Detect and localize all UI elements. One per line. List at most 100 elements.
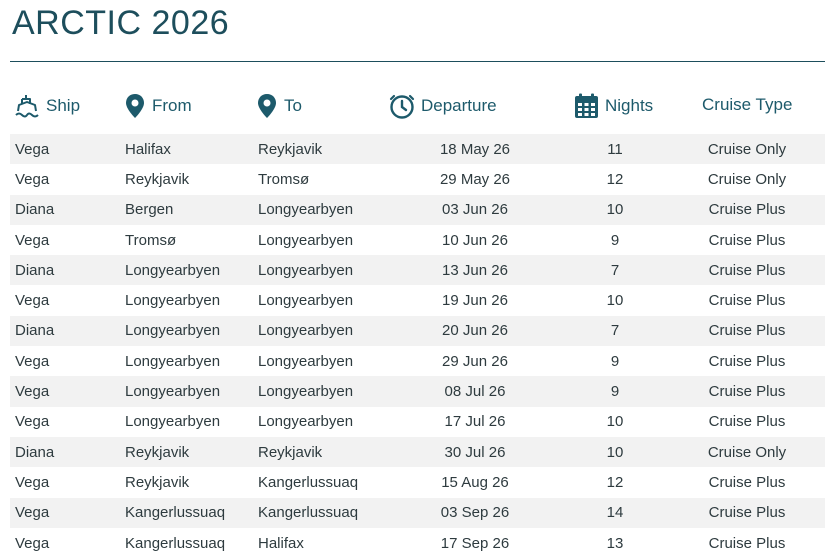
table-row[interactable]: Diana Reykjavik Reykjavik 30 Jul 26 10 Cruise… [10, 436, 825, 468]
cell-from: Longyearbyen [125, 352, 221, 370]
cell-departure: 29 Jun 26 [442, 352, 508, 370]
cell-from: Longyearbyen [125, 292, 221, 310]
cell-cruise-type: Cruise Plus [708, 352, 786, 370]
cell-from: Longyearbyen [125, 261, 221, 279]
table-row[interactable]: Vega Kangerlussuaq Halifax 17 Sep 26 13 Cruis… [10, 528, 825, 558]
cell-ship: Vega [15, 292, 50, 310]
cell-from: Halifax [125, 140, 171, 158]
cell-to: Longyearbyen [258, 201, 354, 219]
cell-cruise-type: Cruise Plus [708, 504, 786, 522]
cell-departure: 17 Jul 26 [444, 413, 506, 431]
cell-nights: 12 [606, 170, 624, 188]
table-row[interactable]: Vega Reykjavik Kangerlussuaq 15 Aug 26 12 Cru… [10, 467, 825, 497]
header-ship[interactable]: Ship [14, 88, 80, 124]
cell-to: Reykjavik [258, 140, 323, 158]
cell-cruise-type: Cruise Plus [708, 413, 786, 431]
cell-to: Tromsø [258, 170, 310, 188]
cell-from: Longyearbyen [125, 383, 221, 401]
cell-to: Kangerlussuaq [258, 504, 359, 522]
header-nights-label: Nights [605, 96, 654, 115]
table-header: Ship From To Departure [0, 88, 825, 124]
header-nights[interactable]: Nights [574, 88, 653, 124]
cell-cruise-type: Cruise Only [707, 170, 787, 188]
cell-departure: 10 Jun 26 [442, 231, 508, 249]
cell-ship: Vega [15, 473, 50, 491]
table-row[interactable]: Vega Longyearbyen Longyearbyen 17 Jul 26 10 C… [10, 407, 825, 437]
header-to-label: To [284, 96, 302, 115]
header-ship-label: Ship [46, 96, 81, 115]
cell-to: Longyearbyen [258, 383, 354, 401]
cell-departure: 03 Jun 26 [442, 201, 508, 219]
table-row[interactable]: Vega Kangerlussuaq Kangerlussuaq 03 Sep 26 1… [10, 497, 825, 528]
header-to[interactable]: To [256, 88, 302, 124]
cell-ship: Diana [15, 322, 55, 340]
header-cruise-type[interactable]: Cruise Type [702, 88, 792, 124]
cell-ship: Diana [15, 201, 55, 219]
cell-departure: 30 Jul 26 [444, 443, 506, 461]
cell-from: Kangerlussuaq [125, 504, 226, 522]
cell-nights: 7 [610, 261, 620, 279]
cell-to: Longyearbyen [258, 352, 354, 370]
cell-ship: Vega [15, 170, 50, 188]
table-row[interactable]: Vega Longyearbyen Longyearbyen 19 Jun 26 10 C… [10, 285, 825, 315]
cell-departure: 29 May 26 [439, 170, 511, 188]
cell-nights: 10 [606, 443, 624, 461]
header-from[interactable]: From [124, 88, 192, 124]
cell-cruise-type: Cruise Plus [708, 322, 786, 340]
cell-ship: Diana [15, 443, 55, 461]
cell-departure: 17 Sep 26 [440, 534, 510, 552]
cruise-table: Vega Halifax Reykjavik 18 May 26 11 Cruise On… [10, 134, 825, 558]
cell-to: Halifax [258, 534, 304, 552]
cell-ship: Vega [15, 383, 50, 401]
cell-cruise-type: Cruise Plus [708, 201, 786, 219]
table-row[interactable]: Vega Reykjavik Tromsø 29 May 26 12 Cruise Onl… [10, 164, 825, 194]
cell-to: Longyearbyen [258, 261, 354, 279]
cell-ship: Vega [15, 352, 50, 370]
cell-departure: 15 Aug 26 [441, 473, 509, 491]
cell-nights: 13 [606, 534, 624, 552]
table-row[interactable]: Diana Longyearbyen Longyearbyen 20 Jun 26 7 C… [10, 315, 825, 347]
cell-to: Longyearbyen [258, 231, 354, 249]
cell-nights: 14 [606, 504, 624, 522]
cell-ship: Vega [15, 140, 50, 158]
cell-from: Longyearbyen [125, 322, 221, 340]
cell-departure: 03 Sep 26 [440, 504, 510, 522]
calendar-icon [574, 93, 599, 119]
table-row[interactable]: Diana Bergen Longyearbyen 03 Jun 26 10 Cruise… [10, 194, 825, 225]
cell-from: Longyearbyen [125, 413, 221, 431]
cell-ship: Vega [15, 534, 50, 552]
cell-departure: 08 Jul 26 [444, 383, 506, 401]
cell-nights: 10 [606, 413, 624, 431]
cell-nights: 10 [606, 292, 624, 310]
clock-icon [389, 93, 415, 119]
table-row[interactable]: Vega Halifax Reykjavik 18 May 26 11 Cruise On… [10, 134, 825, 165]
cell-departure: 19 Jun 26 [442, 292, 508, 310]
cell-ship: Vega [15, 504, 50, 522]
table-row[interactable]: Vega Longyearbyen Longyearbyen 08 Jul 26 9 Cr… [10, 376, 825, 407]
cell-ship: Diana [15, 261, 55, 279]
map-pin-icon [124, 93, 146, 119]
cell-nights: 7 [610, 322, 620, 340]
cell-nights: 9 [610, 383, 620, 401]
cell-from: Reykjavik [125, 443, 190, 461]
cell-ship: Vega [15, 231, 50, 249]
cell-to: Longyearbyen [258, 292, 354, 310]
cell-ship: Vega [15, 413, 50, 431]
title-divider [10, 61, 825, 62]
header-departure[interactable]: Departure [389, 88, 497, 124]
cell-cruise-type: Cruise Plus [708, 473, 786, 491]
table-row[interactable]: Vega Tromsø Longyearbyen 10 Jun 26 9 Cruise P… [10, 225, 825, 255]
cell-cruise-type: Cruise Plus [708, 231, 786, 249]
cell-from: Bergen [125, 201, 174, 219]
page-title: ARCTIC 2026 [12, 4, 230, 42]
table-row[interactable]: Vega Longyearbyen Longyearbyen 29 Jun 26 9 Cr… [10, 346, 825, 376]
cell-from: Tromsø [125, 231, 177, 249]
table-row[interactable]: Diana Longyearbyen Longyearbyen 13 Jun 26 7 C… [10, 255, 825, 286]
cell-to: Longyearbyen [258, 322, 354, 340]
cell-from: Reykjavik [125, 473, 190, 491]
cell-nights: 9 [610, 231, 620, 249]
cell-nights: 9 [610, 352, 620, 370]
cell-departure: 18 May 26 [439, 140, 511, 158]
cell-nights: 11 [607, 140, 623, 158]
cell-cruise-type: Cruise Only [707, 443, 787, 461]
